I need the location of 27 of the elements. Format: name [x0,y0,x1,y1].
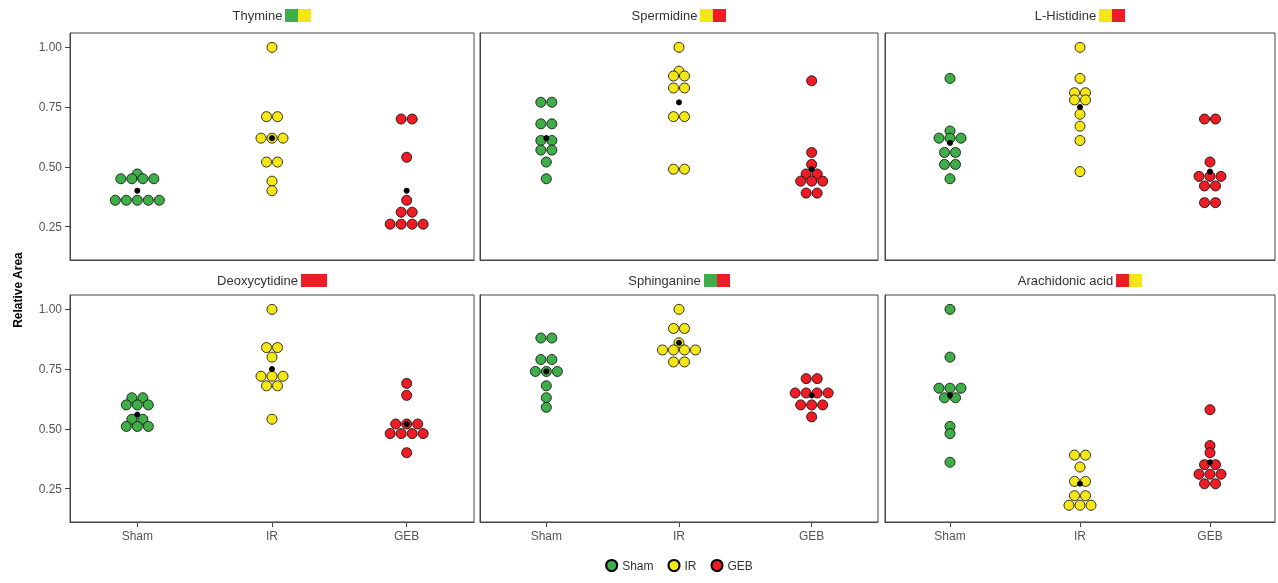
y-tick-label: 0.75 [38,362,63,377]
legend-label: GEB [727,558,753,573]
x-tick-label: Sham [934,529,966,543]
legend-label: IR [684,558,697,573]
y-tick-label: 0.25 [38,481,63,496]
x-tick-label: IR [1074,529,1087,543]
y-tick-label: 0.50 [38,159,63,174]
x-tick-label: GEB [1197,529,1223,543]
y-axis-title: Relative Area [11,252,25,328]
chart-title: Thymine [232,8,283,23]
x-tick-label: GEB [393,529,420,543]
y-tick-label: 0.75 [38,100,63,115]
chart-title: Sphinganine [628,273,701,288]
x-tick-label: GEB [798,529,825,543]
chart-title: Spermidine [631,8,698,23]
chart-title: L-Histidine [1034,8,1097,23]
x-tick-label: IR [673,529,686,543]
y-tick-label: 0.50 [38,421,63,436]
x-tick-label: Sham [121,529,154,543]
y-tick-label: 1.00 [38,302,63,317]
y-tick-label: 1.00 [38,40,63,55]
chart-title: Arachidonic acid [1017,273,1114,288]
x-tick-label: Sham [530,529,563,543]
legend-label: Sham [622,558,654,573]
x-tick-label: IR [266,529,279,543]
chart-title: Deoxycytidine [217,273,298,288]
y-tick-label: 0.25 [38,219,63,234]
